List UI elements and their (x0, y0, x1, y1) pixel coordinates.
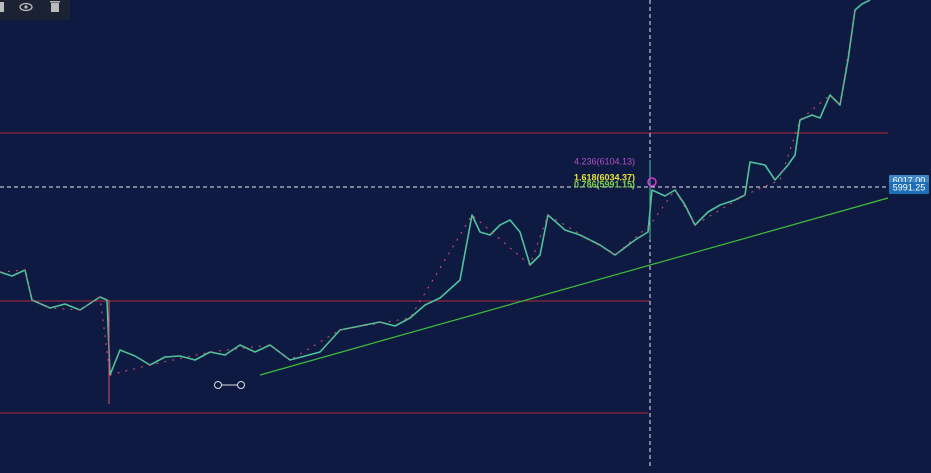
trend-line (259, 197, 889, 376)
tool-handle[interactable] (214, 381, 222, 389)
price-tag (889, 182, 929, 194)
price-line-down-ticks (0, 9, 856, 376)
fib-label: 1.618(6034.37) (574, 172, 635, 182)
eye-icon[interactable] (19, 2, 33, 12)
price-line (0, 0, 871, 376)
price-tag-label: 5991.25 (893, 182, 926, 192)
toolbar (0, 0, 70, 20)
fib-label: 4.236(6104.13) (574, 156, 635, 166)
toolbar-icon[interactable] (0, 2, 4, 12)
fib-anchor[interactable] (647, 177, 657, 187)
fib-label: 0.786(5991.15) (574, 179, 635, 189)
tool-handle[interactable] (237, 381, 245, 389)
trash-icon[interactable] (50, 1, 60, 12)
price-tag-label: 6017.00 (893, 175, 926, 185)
